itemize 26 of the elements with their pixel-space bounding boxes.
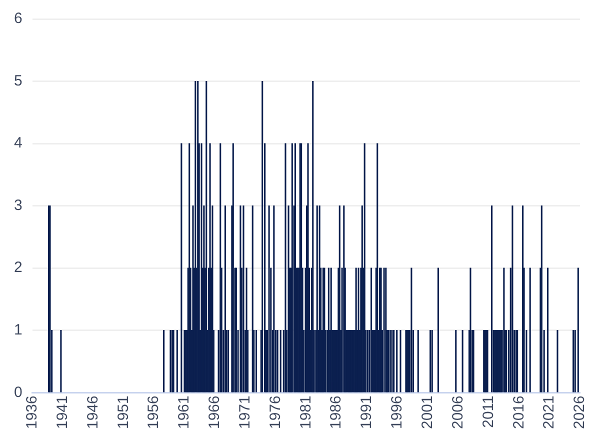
- x-tick-label: 1951: [114, 396, 132, 430]
- y-tick-label: 3: [14, 196, 22, 214]
- x-tick-label: 1976: [266, 396, 284, 430]
- y-tick-label: 2: [14, 259, 22, 276]
- x-tick-label: 1961: [176, 396, 193, 430]
- x-tick-label: 1936: [23, 396, 40, 430]
- x-tick-label: 2026: [571, 396, 588, 430]
- x-tick-label: 2021: [540, 396, 558, 430]
- x-tick-label: 2011: [480, 396, 497, 428]
- x-tick-label: 1996: [388, 396, 406, 430]
- x-tick-label: 2001: [419, 396, 436, 430]
- y-tick-label: 5: [14, 72, 22, 90]
- x-tick-label: 1991: [358, 396, 376, 430]
- y-tick-label: 1: [14, 322, 22, 338]
- x-tick-label: 1966: [206, 396, 224, 430]
- x-tick-label: 2016: [510, 396, 528, 430]
- x-tick-label: 1956: [145, 396, 162, 430]
- y-tick-label: 0: [14, 384, 22, 401]
- x-tick-label: 1986: [328, 396, 345, 430]
- x-tick-label: 2006: [449, 396, 466, 430]
- x-tick-label: 1971: [236, 396, 254, 430]
- x-tick-label: 1941: [54, 396, 71, 430]
- x-tick-label: 1946: [84, 396, 102, 430]
- x-tick-label: 1981: [297, 396, 314, 430]
- y-tick-label: 4: [14, 134, 22, 152]
- y-tick-label: 6: [14, 10, 22, 28]
